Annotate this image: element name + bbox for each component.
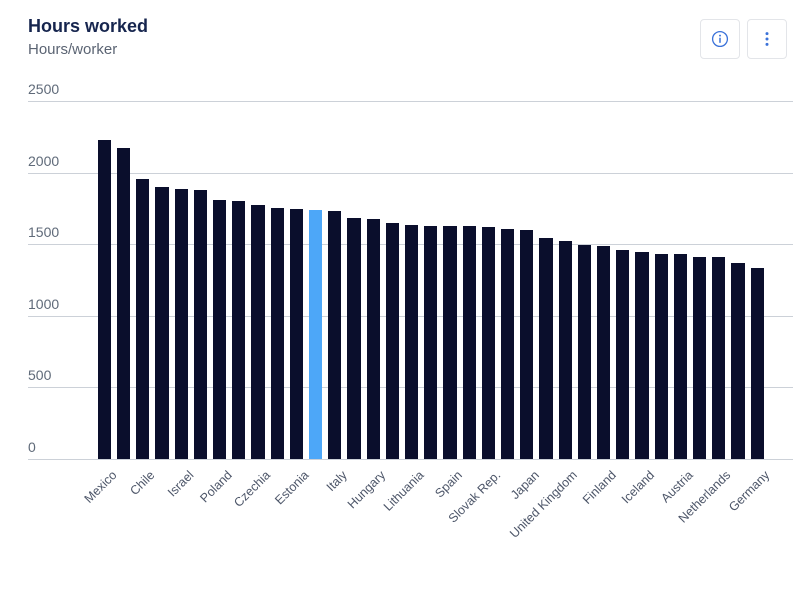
bar-hungary[interactable]	[366, 218, 380, 459]
x-axis-label-estonia: Estonia	[271, 468, 312, 508]
y-gridline	[28, 101, 793, 102]
bar-united-kingdom[interactable]	[558, 241, 572, 459]
bar-lithuania[interactable]	[404, 225, 419, 459]
bar[interactable]	[232, 201, 246, 459]
bar-poland[interactable]	[212, 200, 227, 459]
bar-israel[interactable]	[174, 189, 188, 459]
bar[interactable]	[654, 253, 668, 459]
bar-spain[interactable]	[443, 225, 457, 459]
x-axis-label-poland: Poland	[197, 468, 235, 506]
y-tick-label: 1000	[28, 295, 60, 312]
bar[interactable]	[731, 262, 745, 459]
bar-highlighted[interactable]	[308, 209, 323, 459]
bar-austria[interactable]	[673, 253, 688, 459]
x-axis-label-finland: Finland	[579, 468, 619, 507]
bar-mexico[interactable]	[97, 140, 112, 459]
y-gridline	[28, 172, 793, 174]
x-axis-label-czechia: Czechia	[231, 468, 273, 510]
info-icon	[711, 30, 729, 48]
bar[interactable]	[424, 225, 438, 459]
y-tick-label: 1500	[28, 224, 60, 241]
x-axis-label-chile: Chile	[127, 468, 158, 499]
bar[interactable]	[539, 238, 553, 459]
x-axis-label-japan: Japan	[507, 468, 542, 502]
y-tick-label: 2000	[28, 152, 60, 169]
bar-germany[interactable]	[750, 267, 764, 459]
bar[interactable]	[577, 245, 592, 459]
bar[interactable]	[270, 207, 284, 459]
x-axis-label-spain: Spain	[432, 468, 465, 501]
x-axis-label-germany: Germany	[725, 468, 773, 515]
x-axis-label-lithuania: Lithuania	[380, 468, 427, 514]
x-axis-label-mexico: Mexico	[81, 468, 120, 506]
bar[interactable]	[155, 186, 169, 459]
menu-button[interactable]	[747, 19, 787, 59]
bar[interactable]	[116, 148, 131, 459]
bar-japan[interactable]	[520, 229, 534, 459]
bar-estonia[interactable]	[289, 209, 304, 459]
x-axis-label-iceland: Iceland	[618, 468, 657, 507]
y-tick-label: 0	[28, 439, 36, 455]
chart-title: Hours worked	[28, 16, 149, 36]
x-axis-label-israel: Israel	[164, 468, 197, 500]
bar[interactable]	[692, 256, 707, 459]
bar-iceland[interactable]	[635, 252, 649, 459]
bar[interactable]	[616, 249, 630, 459]
bar-netherlands[interactable]	[712, 257, 726, 459]
bar[interactable]	[347, 217, 361, 459]
bar-italy[interactable]	[328, 211, 342, 459]
chart-subtitle: Hours/worker	[28, 41, 118, 58]
bar-chile[interactable]	[136, 179, 150, 459]
y-gridline	[28, 459, 793, 460]
y-tick-label: 2500	[28, 81, 60, 97]
bar[interactable]	[500, 228, 515, 459]
y-tick-label: 500	[28, 367, 52, 384]
info-button[interactable]	[700, 19, 740, 59]
bar[interactable]	[193, 190, 208, 459]
chart-actions	[700, 19, 787, 59]
bar-czechia[interactable]	[251, 205, 265, 459]
bar-slovak-rep[interactable]	[481, 226, 496, 459]
kebab-menu-icon	[758, 30, 776, 48]
x-axis-label-united-kingdom: United Kingdom	[507, 468, 581, 541]
bar-finland[interactable]	[596, 245, 611, 459]
bar[interactable]	[462, 226, 476, 459]
bar[interactable]	[385, 223, 400, 459]
x-axis-label-italy: Italy	[323, 468, 350, 495]
